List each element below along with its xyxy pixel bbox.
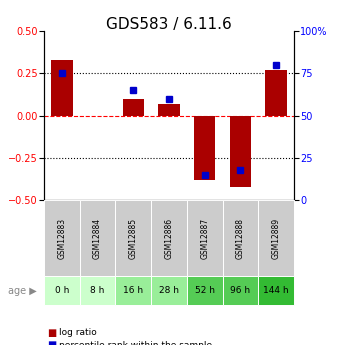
Text: 28 h: 28 h [159, 286, 179, 295]
Text: log ratio: log ratio [59, 328, 97, 337]
Bar [230, 116, 251, 187]
Text: ■: ■ [47, 340, 56, 345]
Text: GSM12888: GSM12888 [236, 218, 245, 258]
Text: GSM12887: GSM12887 [200, 217, 209, 259]
Text: age ▶: age ▶ [8, 286, 37, 296]
Text: 16 h: 16 h [123, 286, 143, 295]
Bar [194, 116, 215, 180]
Text: GDS583 / 6.11.6: GDS583 / 6.11.6 [106, 17, 232, 32]
Bar [51, 60, 73, 116]
Text: 8 h: 8 h [90, 286, 105, 295]
Text: 96 h: 96 h [231, 286, 250, 295]
Bar [158, 104, 180, 116]
Text: GSM12889: GSM12889 [272, 217, 281, 259]
Text: 52 h: 52 h [195, 286, 215, 295]
Text: 144 h: 144 h [263, 286, 289, 295]
Text: GSM12886: GSM12886 [165, 217, 173, 259]
Text: ■: ■ [47, 328, 56, 338]
Bar [265, 70, 287, 116]
Text: GSM12883: GSM12883 [57, 217, 66, 259]
Text: GSM12884: GSM12884 [93, 217, 102, 259]
Bar [123, 99, 144, 116]
Text: 0 h: 0 h [55, 286, 69, 295]
Text: GSM12885: GSM12885 [129, 217, 138, 259]
Text: percentile rank within the sample: percentile rank within the sample [59, 341, 212, 345]
